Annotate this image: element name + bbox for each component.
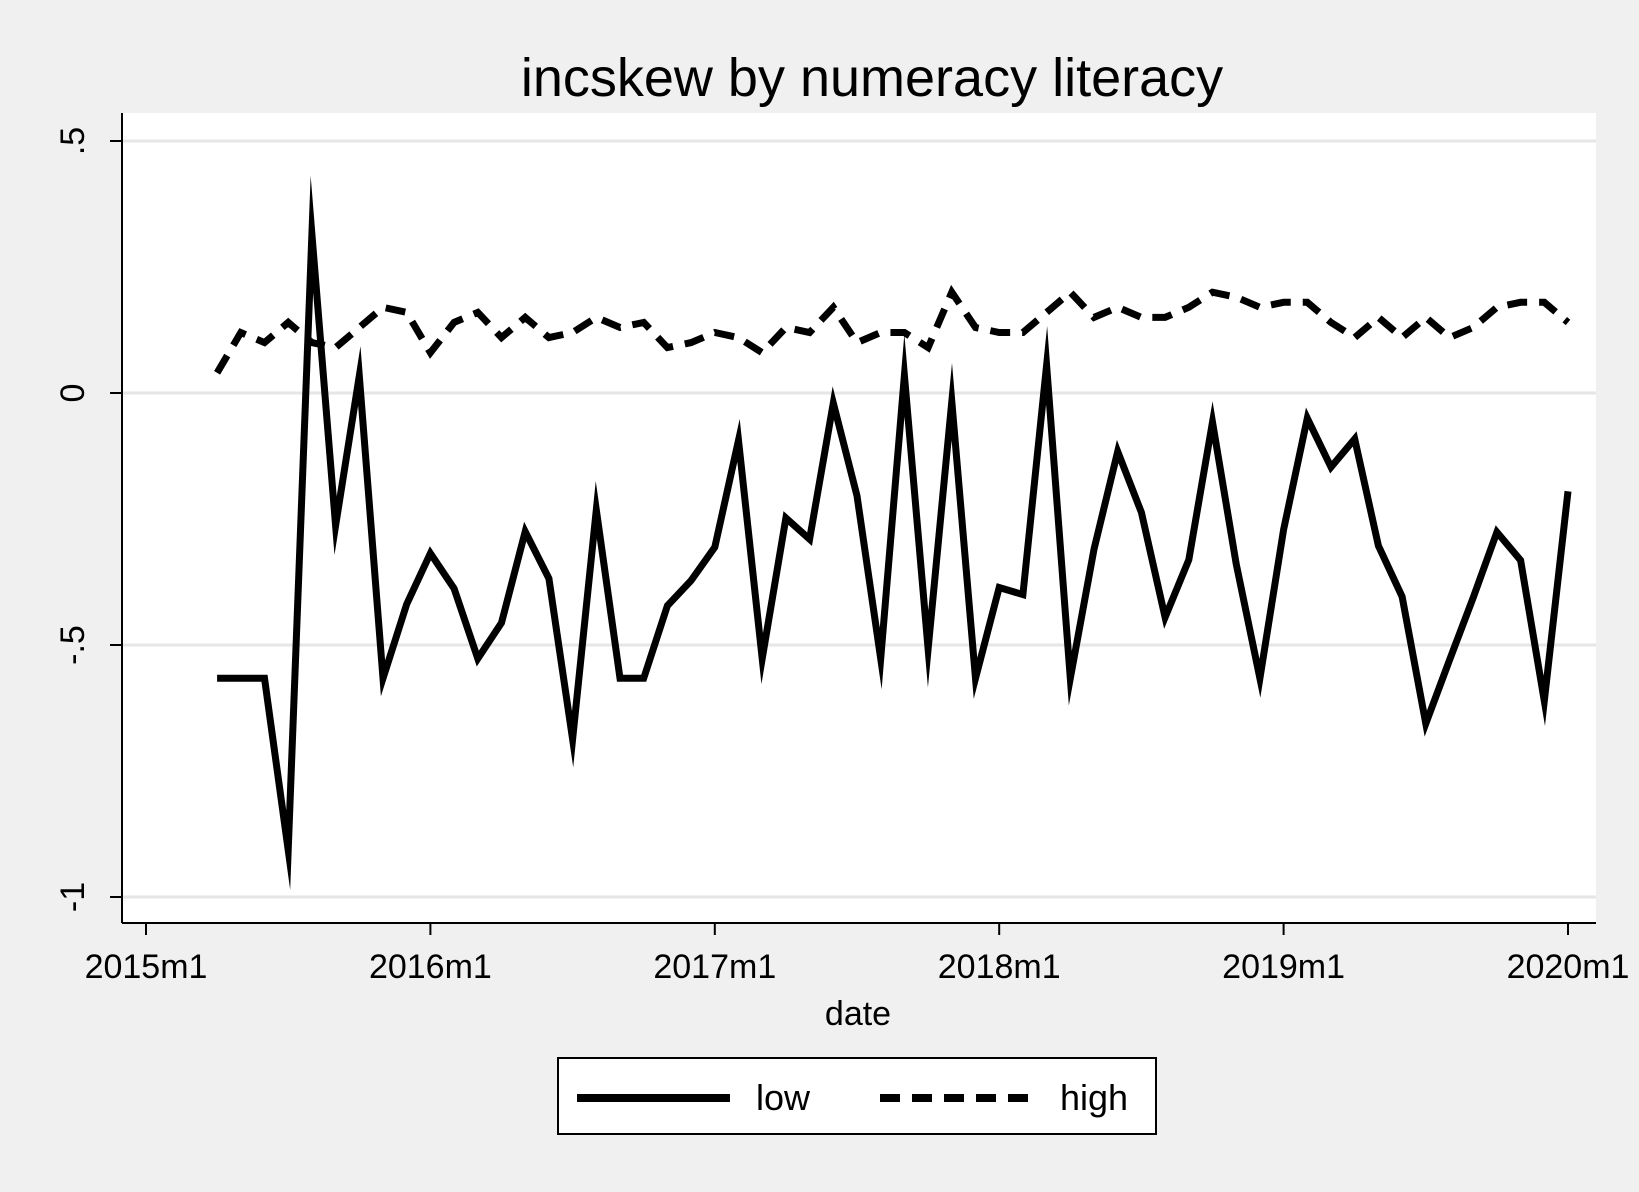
y-tick-label-1: 0 [54,384,92,403]
x-tick-label-5: 2020m1 [1507,948,1630,986]
legend-label-high: high [1060,1077,1128,1118]
y-tick-label-3: -1 [54,882,92,912]
x-tick-label-3: 2018m1 [938,948,1061,986]
x-tick-label-1: 2016m1 [369,948,492,986]
y-ticks: .5 0 -.5 -1 [54,127,122,912]
x-tick-label-4: 2019m1 [1222,948,1345,986]
x-axis-title: date [825,995,891,1033]
y-tick-label-2: -.5 [54,625,92,665]
axes [121,113,1596,924]
series-line-high [214,284,1571,375]
chart-title: incskew by numeracy literacy [521,48,1223,108]
series-line-low [217,175,1572,890]
y-tick-label-0: .5 [54,127,92,155]
series-layer [214,175,1572,890]
x-ticks: 2015m1 2016m1 2017m1 2018m1 2019m1 2020m1 [85,923,1630,986]
legend-label-low: low [756,1077,811,1118]
gridlines [122,139,1596,899]
x-tick-label-0: 2015m1 [85,948,208,986]
x-tick-label-2: 2017m1 [653,948,776,986]
legend: low high [557,1057,1157,1135]
